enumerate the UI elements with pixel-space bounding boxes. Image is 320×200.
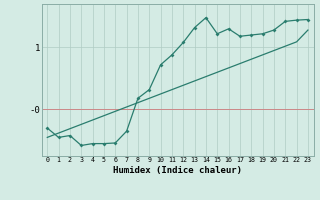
X-axis label: Humidex (Indice chaleur): Humidex (Indice chaleur): [113, 166, 242, 175]
